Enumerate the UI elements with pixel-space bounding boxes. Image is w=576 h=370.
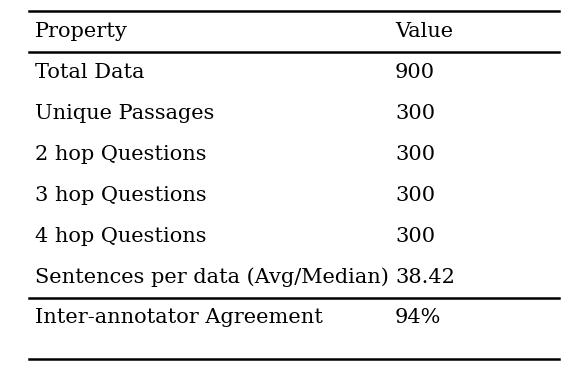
Text: 900: 900 (395, 63, 435, 82)
Text: Unique Passages: Unique Passages (35, 104, 214, 123)
Text: 4 hop Questions: 4 hop Questions (35, 227, 206, 246)
Text: Property: Property (35, 22, 127, 41)
Text: 38.42: 38.42 (395, 268, 455, 286)
Text: 300: 300 (395, 145, 435, 164)
Text: Total Data: Total Data (35, 63, 144, 82)
Text: Sentences per data (Avg/Median): Sentences per data (Avg/Median) (35, 267, 388, 287)
Text: 94%: 94% (395, 309, 441, 327)
Text: 300: 300 (395, 227, 435, 246)
Text: Value: Value (395, 22, 453, 41)
Text: 300: 300 (395, 104, 435, 123)
Text: 3 hop Questions: 3 hop Questions (35, 186, 206, 205)
Text: 300: 300 (395, 186, 435, 205)
Text: Inter-annotator Agreement: Inter-annotator Agreement (35, 309, 323, 327)
Text: 2 hop Questions: 2 hop Questions (35, 145, 206, 164)
